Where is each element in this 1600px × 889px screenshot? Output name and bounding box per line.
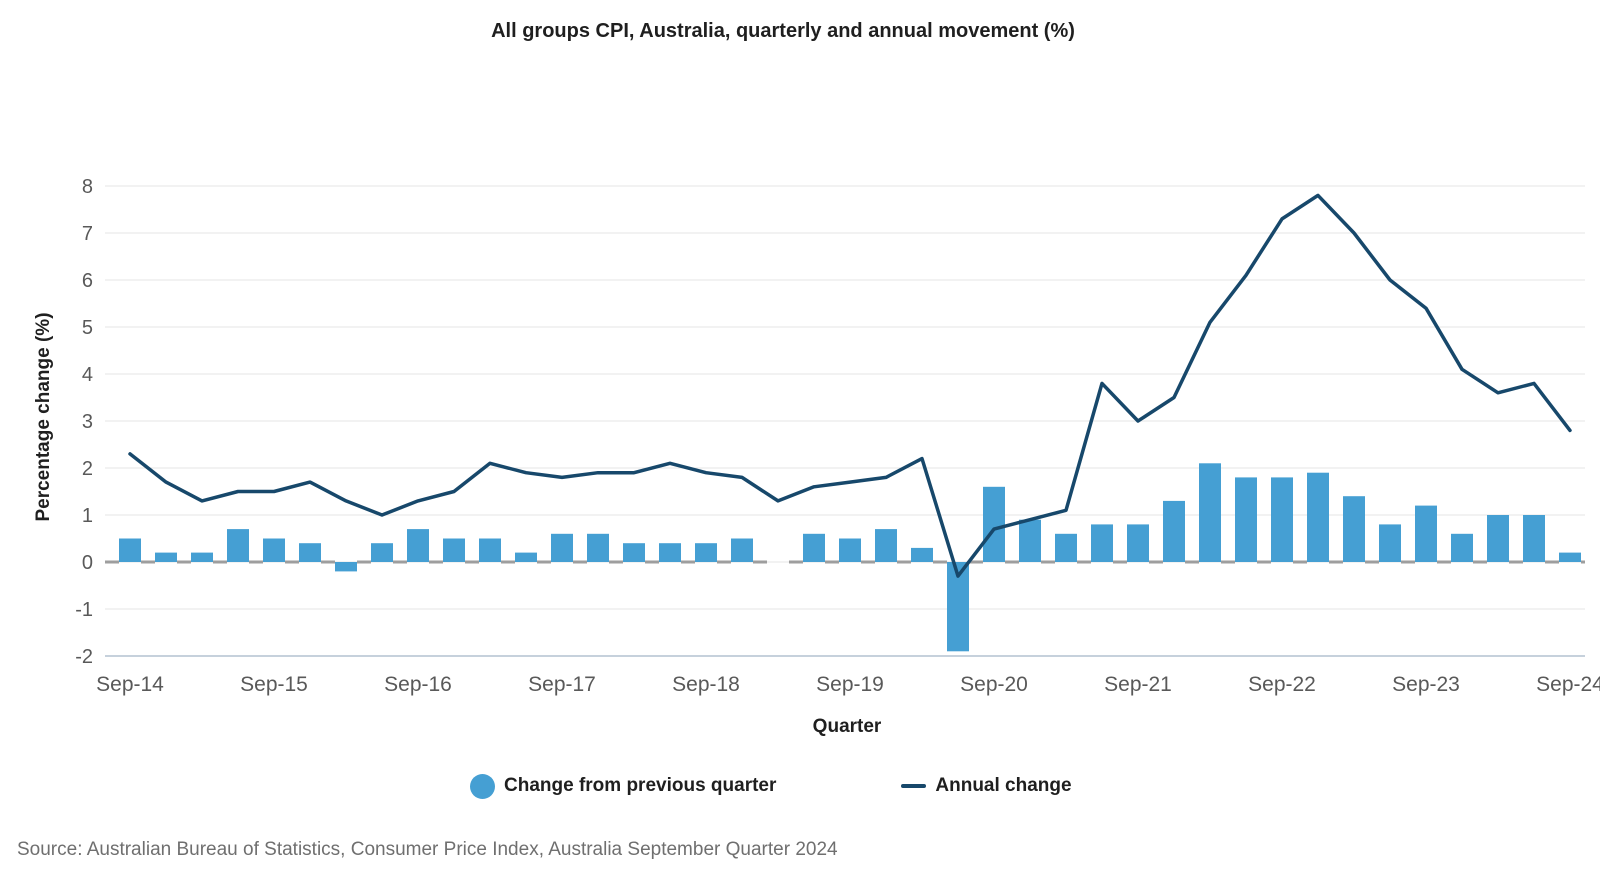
x-tick-label: Sep-21 (1104, 673, 1172, 696)
quarterly-change-bar (1019, 519, 1041, 562)
quarterly-change-bar (731, 538, 753, 562)
y-tick-label: 6 (82, 270, 93, 292)
quarterly-change-bar (911, 547, 933, 562)
quarterly-change-bar (1415, 505, 1437, 562)
x-tick-label: Sep-16 (384, 673, 452, 696)
y-tick-label: 5 (82, 317, 93, 339)
quarterly-change-bar (335, 562, 357, 572)
quarterly-change-bar (119, 538, 141, 562)
legend-item-annual-change: Annual change (901, 775, 1072, 797)
quarterly-change-bar (1343, 496, 1365, 562)
quarterly-change-bar (479, 538, 501, 562)
y-tick-label: 4 (82, 364, 93, 386)
x-tick-label: Sep-15 (240, 673, 308, 696)
x-tick-label: Sep-14 (96, 673, 164, 696)
quarterly-change-bar (1559, 552, 1581, 562)
quarterly-change-bar (1055, 533, 1077, 562)
y-tick-label: 7 (82, 223, 93, 245)
quarterly-change-bar (407, 529, 429, 562)
x-tick-label: Sep-18 (672, 673, 740, 696)
x-axis-title: Quarter (812, 716, 882, 737)
quarterly-change-bar (191, 552, 213, 562)
annual-change-line-swatch-icon (901, 784, 927, 788)
quarterly-change-bar (227, 529, 249, 562)
chart-title: All groups CPI, Australia, quarterly and… (491, 20, 1075, 42)
quarterly-change-bar (839, 538, 861, 562)
x-tick-label: Sep-24 (1536, 673, 1600, 696)
quarterly-change-bar (1451, 533, 1473, 562)
quarterly-change-bar (983, 486, 1005, 562)
chart-legend: Change from previous quarter Annual chan… (470, 773, 1072, 799)
y-tick-label: 0 (82, 552, 93, 574)
quarterly-change-bar (443, 538, 465, 562)
quarterly-change-bar (803, 533, 825, 562)
quarterly-change-bar (1487, 515, 1509, 562)
y-tick-label: 2 (82, 458, 93, 480)
quarterly-change-bar (1163, 500, 1185, 562)
source-note: Source: Australian Bureau of Statistics,… (17, 839, 838, 860)
y-tick-label: 1 (82, 505, 93, 527)
x-tick-label: Sep-19 (816, 673, 884, 696)
quarterly-change-bar (1307, 472, 1329, 562)
y-tick-label: -1 (75, 599, 93, 621)
y-tick-label: -2 (75, 646, 93, 668)
legend-item-quarterly-change: Change from previous quarter (470, 773, 777, 799)
quarterly-change-bar (947, 562, 969, 652)
quarterly-change-bar (155, 552, 177, 562)
quarterly-change-bar (695, 543, 717, 562)
y-tick-label: 3 (82, 411, 93, 433)
quarterly-change-bar (371, 543, 393, 562)
quarterly-change-bar (659, 543, 681, 562)
quarterly-change-bar (1379, 524, 1401, 562)
x-tick-label: Sep-23 (1392, 673, 1460, 696)
quarterly-change-bar (299, 543, 321, 562)
quarterly-change-bar (551, 533, 573, 562)
quarterly-change-bar (1199, 463, 1221, 562)
quarterly-change-bar (1235, 477, 1257, 562)
legend-label-quarterly-change: Change from previous quarter (504, 775, 777, 796)
quarterly-change-bar (515, 552, 537, 562)
quarterly-change-bar (1091, 524, 1113, 562)
x-tick-label: Sep-22 (1248, 673, 1316, 696)
legend-label-annual-change: Annual change (935, 775, 1072, 796)
quarterly-change-bar (1523, 515, 1545, 562)
quarterly-change-bar (875, 529, 897, 562)
quarterly-change-bar (263, 538, 285, 562)
annual-change-line (128, 193, 1572, 578)
quarterly-change-circle-swatch-icon (470, 773, 495, 799)
x-tick-label: Sep-17 (528, 673, 596, 696)
y-tick-label: 8 (82, 176, 93, 198)
quarterly-change-bar (587, 533, 609, 562)
quarterly-change-bar (1271, 477, 1293, 562)
quarterly-change-bar (623, 543, 645, 562)
x-tick-label: Sep-20 (960, 673, 1028, 696)
quarterly-change-bar (1127, 524, 1149, 562)
